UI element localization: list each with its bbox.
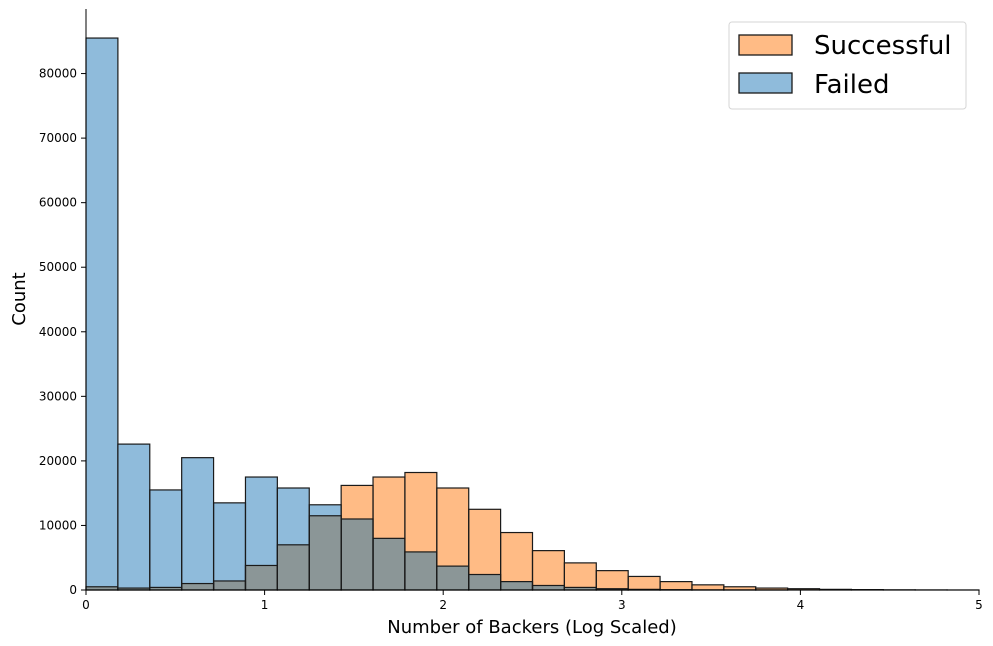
x-tick-label: 4	[797, 598, 805, 612]
bar-overlap	[309, 515, 342, 590]
legend: Successful Failed	[728, 21, 967, 110]
bar-failed	[245, 477, 278, 566]
bar-successful	[500, 532, 533, 582]
bar-overlap	[117, 588, 150, 590]
bar-failed	[309, 504, 342, 516]
x-tick-label: 3	[618, 598, 626, 612]
bar-failed	[117, 444, 150, 589]
bar-successful	[404, 472, 437, 552]
y-tick-label: 60000	[39, 196, 77, 210]
bar-successful	[628, 576, 661, 590]
y-axis-label: Count	[9, 272, 30, 325]
bar-successful	[787, 588, 820, 590]
bar-successful	[564, 562, 597, 588]
y-tick-label: 10000	[39, 518, 77, 532]
bar-overlap	[532, 585, 565, 590]
bar-failed	[181, 457, 214, 584]
legend-swatch-successful	[738, 34, 793, 56]
ticks-layer: 0 10000 20000 30000 40000 50000 60000 70000 8000…	[39, 67, 983, 612]
x-tick-label: 0	[82, 598, 90, 612]
y-tick-label: 20000	[39, 454, 77, 468]
bar-overlap	[181, 583, 214, 590]
x-axis-label: Number of Backers (Log Scaled)	[387, 617, 677, 638]
bar-overlap	[596, 588, 629, 590]
axes-layer	[85, 9, 979, 591]
bar-overlap	[149, 587, 182, 590]
bar-successful	[691, 584, 724, 590]
bar-successful	[660, 581, 692, 590]
bar-successful	[373, 477, 405, 539]
bar-overlap	[404, 551, 437, 590]
bar-successful	[532, 550, 565, 586]
x-tick-label: 1	[261, 598, 269, 612]
bar-failed	[277, 488, 310, 545]
y-tick-label: 50000	[39, 260, 77, 274]
bar-successful	[468, 509, 501, 575]
y-tick-label: 70000	[39, 131, 77, 145]
bar-overlap	[564, 587, 597, 590]
bar-overlap	[500, 581, 533, 590]
y-tick-label: 40000	[39, 325, 77, 339]
x-tick-label: 2	[439, 598, 447, 612]
bar-overlap	[341, 518, 374, 590]
bar-failed	[149, 489, 182, 588]
y-tick-label: 0	[69, 583, 77, 597]
y-tick-label: 30000	[39, 389, 77, 403]
bar-successful	[755, 588, 788, 590]
bar-successful	[723, 586, 756, 590]
bar-overlap	[373, 538, 405, 590]
bar-overlap	[245, 565, 278, 590]
bar-overlap	[86, 586, 118, 590]
bars-layer	[85, 37, 980, 591]
bar-overlap	[436, 566, 469, 590]
legend-label-failed: Failed	[814, 70, 889, 100]
bar-successful	[596, 570, 629, 589]
bar-overlap	[277, 544, 310, 590]
bar-successful	[341, 485, 374, 519]
x-tick-label: 5	[975, 598, 983, 612]
y-tick-label: 80000	[39, 67, 77, 81]
bar-failed	[86, 38, 118, 587]
legend-swatch-failed	[738, 72, 793, 94]
legend-label-successful: Successful	[814, 31, 952, 61]
bar-overlap	[213, 580, 246, 590]
bar-overlap	[468, 574, 501, 590]
bar-successful	[436, 488, 469, 567]
bar-failed	[213, 502, 246, 581]
